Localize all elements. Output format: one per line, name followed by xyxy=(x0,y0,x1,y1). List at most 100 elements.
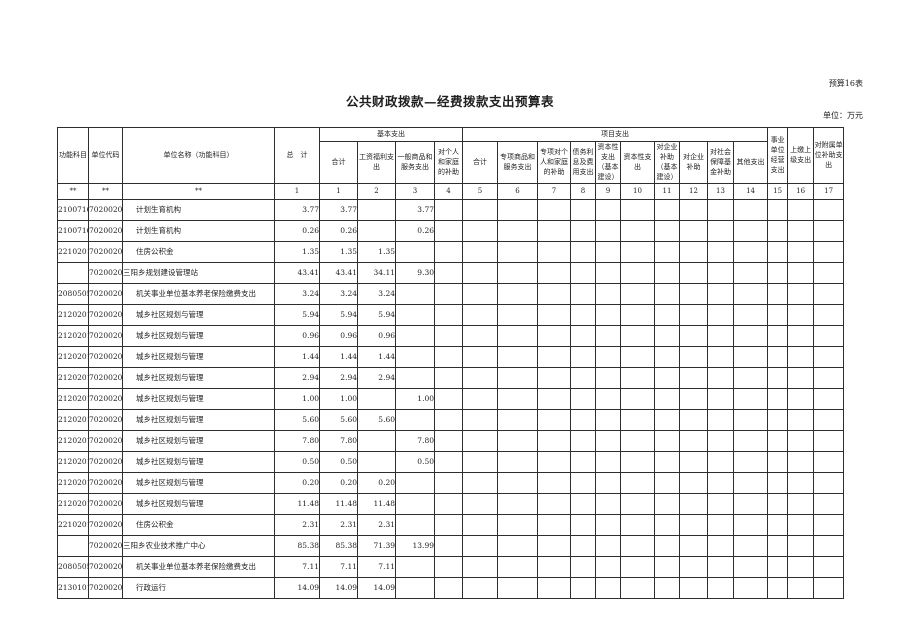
table-row: 2120201702002005城乡社区规划与管理2.942.942.94 xyxy=(57,366,845,389)
value-cell: 1.00 xyxy=(395,387,435,410)
value-cell xyxy=(654,408,680,431)
value-cell xyxy=(679,282,708,305)
value-cell: 34.11 xyxy=(357,261,396,284)
value-cell xyxy=(679,450,708,473)
value-cell: 2.94 xyxy=(357,366,396,389)
func-code-cell xyxy=(57,534,89,557)
value-cell: 85.38 xyxy=(319,534,358,557)
value-cell: 0.20 xyxy=(319,471,358,494)
value-cell: 3.24 xyxy=(274,282,320,305)
value-cell xyxy=(537,387,571,410)
value-cell: 2.94 xyxy=(274,366,320,389)
value-cell: 1.00 xyxy=(319,387,358,410)
header-affiliate-subsidy: 对附属单位补助支出 xyxy=(813,127,845,184)
value-cell xyxy=(767,366,789,389)
value-cell xyxy=(462,261,498,284)
value-cell xyxy=(707,282,734,305)
column-index-cell: 2 xyxy=(357,182,396,200)
header-business-op: 事业单位经营支出 xyxy=(767,127,789,184)
value-cell: 1.00 xyxy=(274,387,320,410)
value-cell xyxy=(707,219,734,242)
value-cell: 3.24 xyxy=(357,282,396,305)
value-cell xyxy=(497,303,538,326)
value-cell xyxy=(707,261,734,284)
value-cell xyxy=(497,345,538,368)
value-cell xyxy=(813,408,845,431)
page-title: 公共财政拨款—经费拨款支出预算表 xyxy=(345,94,554,109)
value-cell xyxy=(813,429,845,452)
func-code-cell: 2100716 xyxy=(57,198,89,221)
unit-code-cell: 702002005 xyxy=(88,429,123,452)
value-cell xyxy=(787,408,815,431)
value-cell xyxy=(395,345,435,368)
value-cell xyxy=(537,534,571,557)
value-cell xyxy=(595,555,621,578)
value-cell xyxy=(570,345,596,368)
value-cell xyxy=(654,261,680,284)
value-cell xyxy=(654,282,680,305)
value-cell xyxy=(732,534,769,557)
header-basic-family: 对个人和家庭的补助 xyxy=(434,141,463,184)
header-project-other: 其他支出 xyxy=(732,141,769,184)
value-cell xyxy=(679,219,708,242)
table-row: 2210201702002005住房公积金2.312.312.31 xyxy=(57,513,845,536)
value-cell: 11.48 xyxy=(274,492,320,515)
value-cell xyxy=(679,576,708,599)
value-cell xyxy=(767,387,789,410)
value-cell: 0.20 xyxy=(274,471,320,494)
value-cell xyxy=(679,471,708,494)
value-cell: 14.09 xyxy=(357,576,396,599)
header-project-debt: 债务利息及费用支出 xyxy=(570,141,596,184)
value-cell xyxy=(434,555,463,578)
value-cell xyxy=(570,450,596,473)
header-basic-total: 合计 xyxy=(319,141,358,184)
unit-code-cell: 702002004 xyxy=(88,219,123,242)
value-cell xyxy=(462,219,498,242)
value-cell xyxy=(537,219,571,242)
value-cell xyxy=(654,240,680,263)
value-cell xyxy=(537,240,571,263)
value-cell xyxy=(707,513,734,536)
header-project-capital-constr: 资本性支出（基本建设） xyxy=(595,141,621,184)
unit-code-cell: 702002005 xyxy=(88,261,123,284)
value-cell xyxy=(767,261,789,284)
header-basic-goods: 一般商品和服务支出 xyxy=(395,141,435,184)
value-cell xyxy=(462,450,498,473)
value-cell xyxy=(462,513,498,536)
value-cell xyxy=(537,324,571,347)
value-cell xyxy=(462,198,498,221)
value-cell: 11.48 xyxy=(357,492,396,515)
value-cell xyxy=(620,534,655,557)
value-cell xyxy=(462,471,498,494)
value-cell xyxy=(787,555,815,578)
header-project-total: 合计 xyxy=(462,141,498,184)
value-cell: 7.11 xyxy=(319,555,358,578)
unit-name-cell: 城乡社区规划与管理 xyxy=(122,345,275,368)
value-cell xyxy=(497,408,538,431)
value-cell xyxy=(767,429,789,452)
column-index-cell: 3 xyxy=(395,182,435,200)
value-cell xyxy=(395,240,435,263)
value-cell xyxy=(497,534,538,557)
value-cell xyxy=(767,345,789,368)
func-code-cell: 2210201 xyxy=(57,240,89,263)
unit-name-cell: 城乡社区规划与管理 xyxy=(122,408,275,431)
value-cell xyxy=(434,534,463,557)
value-cell xyxy=(357,198,396,221)
value-cell xyxy=(570,198,596,221)
value-cell xyxy=(595,345,621,368)
func-code-cell: 2120201 xyxy=(57,471,89,494)
value-cell: 85.38 xyxy=(274,534,320,557)
value-cell xyxy=(595,387,621,410)
value-cell xyxy=(570,261,596,284)
value-cell xyxy=(395,555,435,578)
value-cell xyxy=(654,471,680,494)
value-cell xyxy=(595,513,621,536)
value-cell xyxy=(537,492,571,515)
value-cell xyxy=(497,261,538,284)
value-cell: 0.50 xyxy=(274,450,320,473)
value-cell xyxy=(620,471,655,494)
value-cell xyxy=(679,240,708,263)
value-cell xyxy=(732,303,769,326)
value-cell xyxy=(767,534,789,557)
